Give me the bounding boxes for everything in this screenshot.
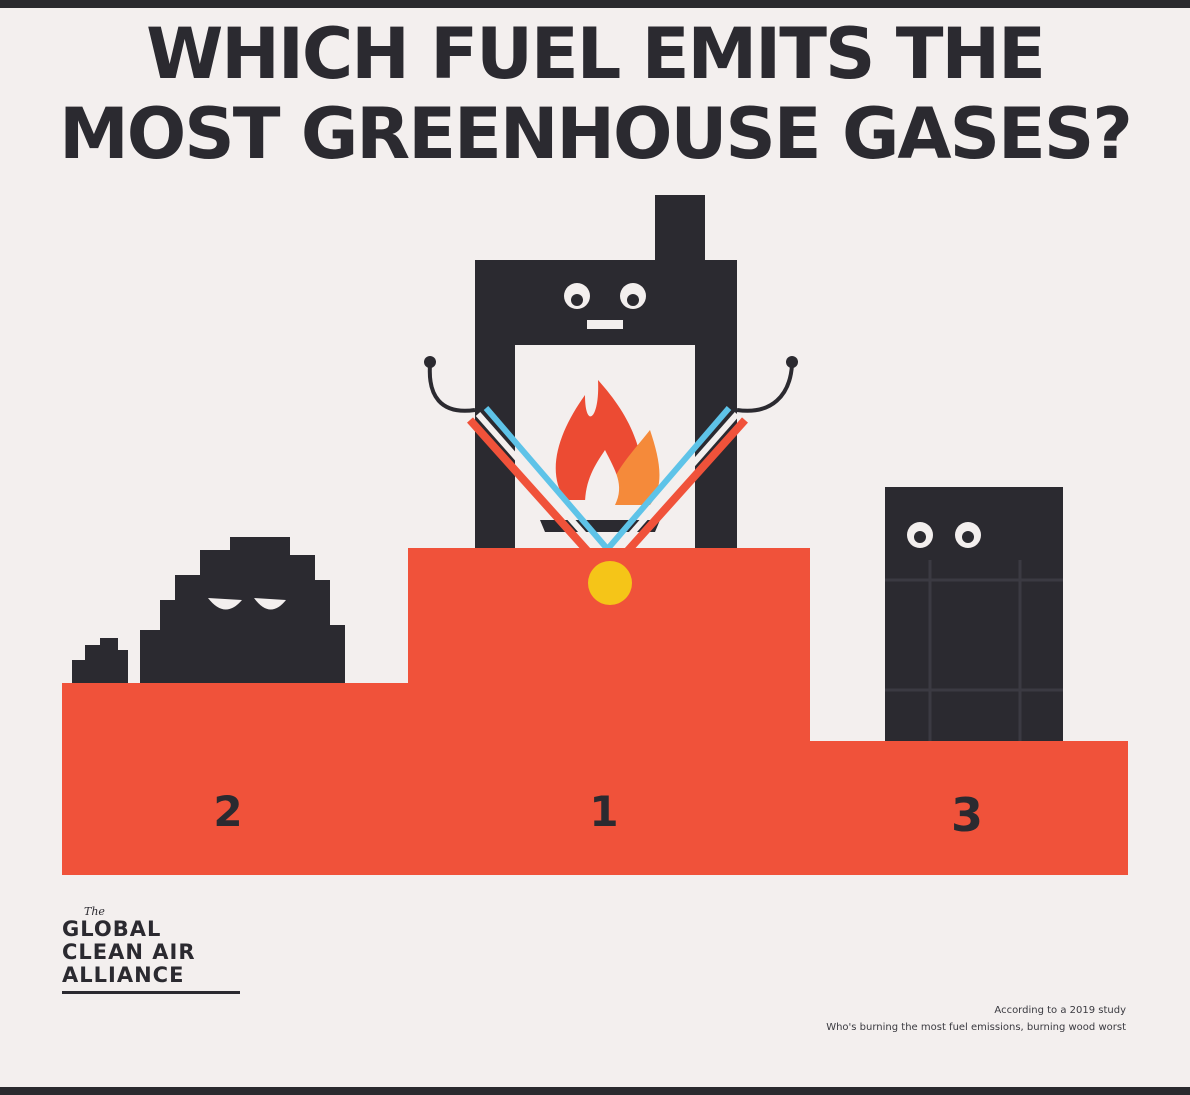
logo-line-2: CLEAN AIR <box>62 940 196 964</box>
logo-underline <box>62 991 240 994</box>
podium-third-block <box>808 741 1128 875</box>
logo-line-3: ALLIANCE <box>62 963 185 987</box>
page-title: WHICH FUEL EMITS THE MOST GREENHOUSE GAS… <box>0 14 1190 174</box>
coal-icon <box>72 537 345 683</box>
podium-second-label: 2 <box>213 787 242 836</box>
source-line-2: Who's burning the most fuel emissions, b… <box>826 1022 1126 1033</box>
title-line-2: MOST GREENHOUSE GASES? <box>59 93 1133 175</box>
top-border <box>0 0 1190 8</box>
logo-line-1: GLOBAL <box>62 917 162 941</box>
podium <box>62 548 1128 875</box>
medal-icon <box>467 406 748 568</box>
podium-first-label: 1 <box>589 787 618 836</box>
source-note: According to a 2019 study Who's burning … <box>366 1002 1126 1036</box>
oil-tank-icon <box>885 487 1063 741</box>
bottom-border <box>0 1087 1190 1095</box>
gold-medal <box>588 561 632 605</box>
title-line-1: WHICH FUEL EMITS THE <box>146 13 1046 95</box>
podium-second-block <box>62 683 462 875</box>
source-line-1: According to a 2019 study <box>994 1005 1126 1016</box>
logo-the: The <box>84 905 105 918</box>
wood-stove-icon <box>424 195 798 550</box>
podium-third-label: 3 <box>951 788 983 842</box>
organization-logo: The GLOBAL CLEAN AIR ALLIANCE <box>62 905 240 994</box>
